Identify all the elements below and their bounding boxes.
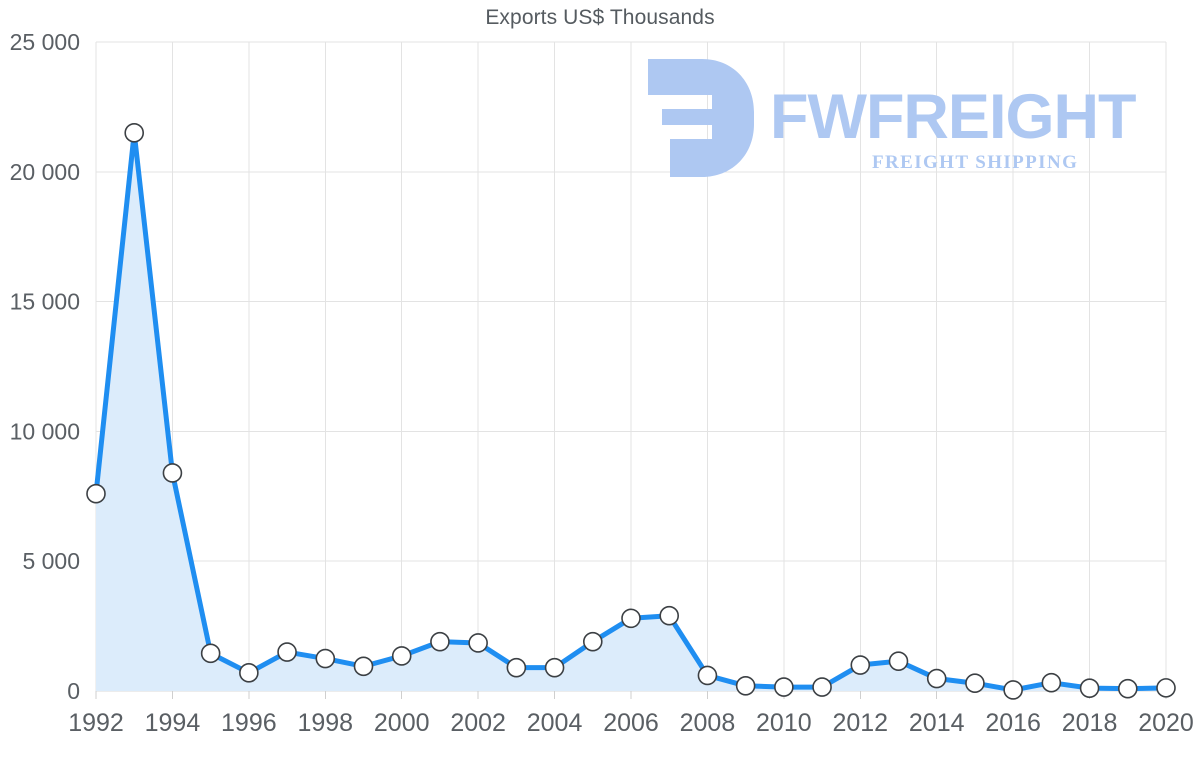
- x-axis-tick-label: 1992: [68, 709, 124, 737]
- x-axis-tick-label: 2010: [756, 709, 812, 737]
- y-axis-tick-label: 10 000: [10, 418, 80, 444]
- data-point-marker[interactable]: [544, 657, 565, 678]
- data-point-marker[interactable]: [430, 631, 450, 652]
- data-point-marker[interactable]: [659, 605, 680, 626]
- y-axis-tick-labels: 0 5 000 10 000 15 000 20 000 25 000: [10, 29, 80, 704]
- y-axis-tick-label: 15 000: [10, 289, 80, 315]
- x-axis-tick-label: 2002: [450, 709, 506, 737]
- data-point-marker[interactable]: [1003, 680, 1023, 700]
- x-axis-tick-label: 2006: [603, 709, 659, 737]
- y-axis-tick-label: 20 000: [10, 159, 80, 185]
- data-point-marker[interactable]: [774, 677, 794, 697]
- data-point-marker[interactable]: [391, 646, 412, 666]
- x-axis-tick-label: 2000: [374, 709, 430, 737]
- data-point-marker[interactable]: [277, 642, 297, 662]
- x-gridlines: [95, 42, 1167, 691]
- x-axis-tick-label: 2008: [680, 709, 736, 737]
- data-point-marker[interactable]: [621, 608, 641, 629]
- data-point-marker[interactable]: [1041, 672, 1062, 693]
- chart-title: Exports US$ Thousands: [485, 6, 715, 29]
- data-point-marker[interactable]: [735, 676, 756, 696]
- x-axis-tick-label: 1994: [145, 709, 201, 737]
- data-point-marker[interactable]: [353, 656, 374, 677]
- x-axis-tick-label: 2020: [1138, 709, 1194, 737]
- data-point-marker[interactable]: [86, 483, 106, 504]
- data-point-marker[interactable]: [1117, 678, 1138, 699]
- series-area-fill: [96, 132, 1166, 692]
- data-point-marker[interactable]: [239, 663, 259, 683]
- series-markers[interactable]: [86, 123, 1176, 700]
- data-point-marker[interactable]: [468, 633, 488, 653]
- data-point-marker[interactable]: [315, 648, 336, 669]
- data-point-marker[interactable]: [124, 123, 145, 143]
- x-axis-tick-label: 1996: [221, 709, 277, 737]
- x-axis-tick-label: 2004: [527, 709, 583, 737]
- x-axis-tick-label: 1998: [297, 709, 353, 737]
- data-point-marker[interactable]: [162, 463, 183, 483]
- data-point-marker[interactable]: [926, 668, 947, 689]
- x-axis-tick-labels: 1992 1994 1996 1998 2000 2002 2004 2006 2008 2010…: [68, 709, 1194, 737]
- data-point-marker[interactable]: [850, 655, 871, 675]
- data-point-marker[interactable]: [582, 631, 603, 652]
- y-axis-tick-label: 25 000: [10, 29, 80, 55]
- data-point-marker[interactable]: [1079, 678, 1100, 698]
- y-axis-tick-label: 5 000: [22, 548, 80, 574]
- x-tick-marks: [95, 691, 1167, 699]
- data-point-marker[interactable]: [200, 643, 221, 664]
- data-point-marker[interactable]: [697, 665, 718, 686]
- data-point-marker[interactable]: [965, 673, 985, 694]
- x-axis-tick-label: 2014: [909, 709, 965, 737]
- data-point-marker[interactable]: [506, 657, 527, 678]
- x-axis-tick-label: 2016: [985, 709, 1041, 737]
- y-axis-tick-label: 0: [67, 678, 80, 704]
- data-point-marker[interactable]: [812, 677, 832, 697]
- data-point-marker[interactable]: [888, 651, 909, 671]
- data-point-marker[interactable]: [1156, 678, 1176, 698]
- x-axis-tick-label: 2018: [1062, 709, 1118, 737]
- x-axis-tick-label: 2012: [832, 709, 888, 737]
